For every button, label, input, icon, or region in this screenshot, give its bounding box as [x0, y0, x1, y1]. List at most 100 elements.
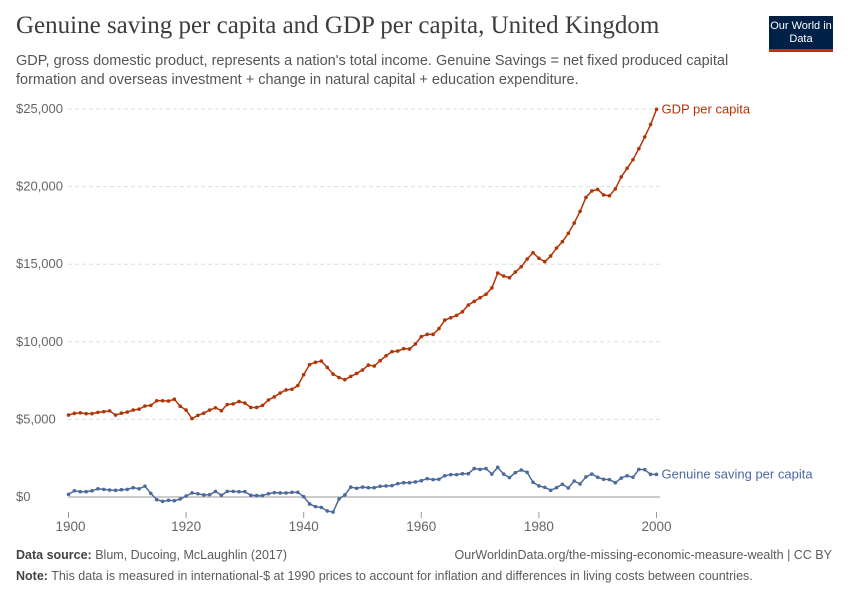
y-tick-label: $20,000	[16, 179, 63, 194]
data-point	[548, 254, 553, 258]
series-label: Genuine saving per capita	[662, 466, 814, 481]
data-point	[119, 487, 124, 492]
data-point	[590, 472, 594, 476]
data-point	[519, 468, 524, 472]
x-tick-label: 1940	[289, 519, 319, 534]
x-tick-label: 1960	[406, 519, 436, 534]
data-point	[654, 472, 659, 477]
data-point	[384, 484, 388, 488]
data-point	[278, 491, 282, 495]
data-point	[331, 372, 335, 376]
note-label: Note:	[16, 569, 48, 583]
data-point	[107, 488, 112, 492]
data-point	[343, 493, 347, 497]
data-point	[425, 332, 429, 337]
data-point	[590, 189, 594, 193]
data-point	[578, 482, 582, 486]
data-point	[149, 491, 153, 496]
data-point	[178, 404, 183, 409]
data-point	[337, 375, 341, 380]
data-point	[348, 485, 353, 489]
data-point	[572, 479, 576, 483]
data-point	[525, 257, 529, 261]
x-tick-label: 2000	[641, 519, 671, 534]
data-point	[301, 494, 306, 499]
data-point	[90, 488, 94, 493]
data-point	[513, 470, 518, 475]
source-text: Blum, Ducoing, McLaughlin (2017)	[95, 548, 287, 562]
data-point	[225, 402, 230, 407]
data-point	[84, 489, 88, 494]
data-point	[325, 365, 330, 370]
data-point	[484, 292, 488, 297]
y-tick-label: $0	[16, 489, 30, 504]
data-point	[642, 135, 647, 139]
data-point	[307, 502, 312, 506]
y-tick-label: $25,000	[16, 101, 63, 116]
data-point	[484, 466, 488, 471]
data-point	[454, 313, 459, 318]
data-point	[207, 408, 212, 412]
data-point	[284, 491, 288, 495]
data-point	[525, 470, 529, 475]
data-point	[184, 494, 188, 498]
data-point	[231, 402, 235, 406]
data-point	[419, 478, 424, 483]
data-point	[319, 505, 324, 510]
data-point	[560, 239, 565, 244]
data-point	[131, 485, 135, 490]
data-point	[178, 497, 183, 501]
data-point	[290, 387, 294, 392]
data-point	[190, 491, 194, 495]
data-point	[613, 480, 618, 485]
data-point	[231, 489, 235, 494]
source-url[interactable]: OurWorldinData.org/the-missing-economic-…	[454, 548, 832, 562]
data-point	[343, 377, 347, 382]
data-point	[648, 472, 653, 477]
data-point	[584, 195, 588, 200]
data-point	[296, 383, 300, 388]
data-point	[243, 401, 247, 405]
data-point	[595, 187, 600, 192]
data-point	[337, 497, 341, 501]
owid-logo[interactable]: Our World in Data	[769, 16, 833, 52]
data-point	[272, 490, 277, 495]
data-point	[542, 485, 547, 490]
data-point	[378, 358, 382, 363]
data-point	[219, 408, 224, 413]
data-point	[607, 193, 612, 198]
data-point	[290, 490, 294, 495]
source-label: Data source:	[16, 548, 92, 562]
data-point	[507, 275, 512, 280]
data-point	[478, 295, 482, 300]
data-point	[149, 403, 153, 408]
data-point	[407, 480, 412, 485]
data-point	[190, 416, 194, 421]
data-point	[625, 473, 629, 478]
data-point	[625, 166, 629, 171]
data-point	[531, 480, 535, 485]
data-point	[466, 303, 471, 307]
data-point	[378, 484, 382, 489]
data-point	[566, 231, 571, 236]
data-point	[495, 271, 500, 275]
data-point	[366, 363, 371, 367]
data-point	[637, 146, 641, 151]
data-point	[254, 405, 259, 410]
data-point	[154, 398, 159, 403]
data-point	[296, 490, 300, 495]
data-point	[501, 274, 506, 278]
data-point	[213, 405, 218, 410]
data-point	[196, 413, 200, 418]
data-point	[401, 346, 406, 351]
data-point	[166, 399, 171, 403]
chart-title: Genuine saving per capita and GDP per ca…	[16, 12, 660, 39]
data-point	[248, 405, 253, 410]
data-point	[443, 473, 447, 478]
data-point	[201, 411, 206, 415]
data-point	[542, 259, 547, 264]
data-point	[454, 472, 459, 477]
data-point	[237, 489, 241, 494]
data-point	[654, 107, 659, 112]
x-tick-label: 1920	[171, 519, 201, 534]
